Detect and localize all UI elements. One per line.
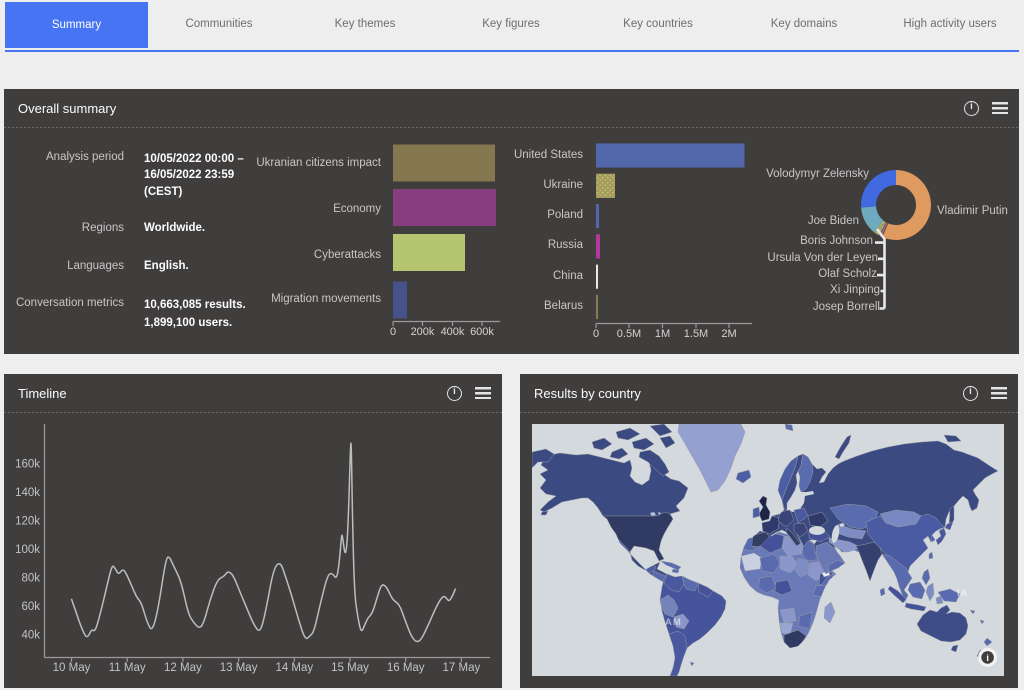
svg-text:IA: IA: [957, 588, 969, 599]
svg-text:0: 0: [593, 328, 599, 340]
svg-text:40k: 40k: [21, 630, 40, 642]
svg-text:AM: AM: [665, 617, 682, 628]
svg-text:13 May: 13 May: [220, 662, 258, 674]
svg-text:16 May: 16 May: [387, 662, 425, 674]
svg-text:2M: 2M: [721, 328, 736, 340]
svg-text:10 May: 10 May: [53, 662, 91, 674]
svg-text:0.5M: 0.5M: [617, 328, 641, 340]
svg-text:14 May: 14 May: [275, 662, 313, 674]
svg-text:1.5M: 1.5M: [684, 328, 708, 340]
svg-text:1M: 1M: [655, 328, 670, 340]
svg-text:i: i: [986, 653, 989, 663]
svg-text:60k: 60k: [21, 601, 40, 613]
svg-text:17 May: 17 May: [443, 662, 481, 674]
svg-text:400k: 400k: [441, 326, 465, 338]
svg-text:160k: 160k: [15, 459, 40, 471]
svg-text:15 May: 15 May: [331, 662, 369, 674]
svg-text:12 May: 12 May: [164, 662, 202, 674]
svg-text:200k: 200k: [411, 326, 435, 338]
svg-text:140k: 140k: [15, 487, 40, 499]
svg-text:11 May: 11 May: [109, 662, 146, 674]
svg-text:80k: 80k: [21, 573, 40, 585]
svg-text:120k: 120k: [15, 516, 40, 528]
svg-text:600k: 600k: [470, 326, 494, 338]
svg-text:0: 0: [390, 326, 396, 338]
svg-text:100k: 100k: [15, 544, 40, 556]
